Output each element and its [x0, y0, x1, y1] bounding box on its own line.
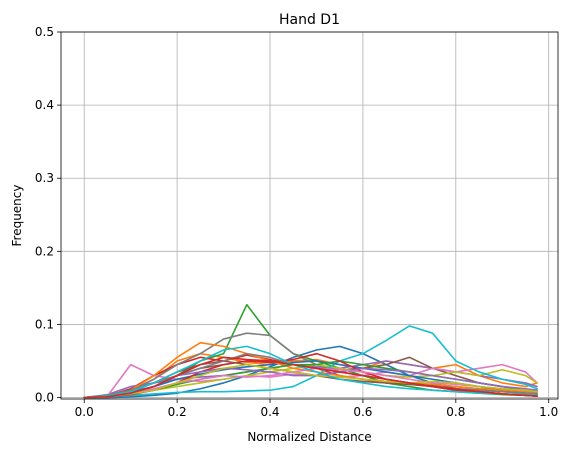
x-axis-label: Normalized Distance — [247, 430, 371, 444]
x-tick-label: 0.6 — [353, 405, 372, 419]
series-line-2 — [83, 352, 538, 399]
axes-frame — [60, 31, 559, 400]
y-axis-label: Frequency — [10, 185, 24, 247]
series-line-20 — [83, 345, 538, 399]
x-axis-ticks: 0.0 0.2 0.4 0.6 0.8 1.0 — [75, 399, 558, 419]
x-gridlines — [83, 32, 550, 399]
x-tick-label: 0.0 — [75, 405, 94, 419]
y-tick-label: 0.3 — [35, 171, 54, 185]
x-tick-label: 0.4 — [260, 405, 279, 419]
x-tick-label: 1.0 — [539, 405, 558, 419]
y-tick-label: 0.4 — [35, 98, 54, 112]
series-line-21 — [83, 356, 538, 399]
plot-area — [61, 32, 558, 399]
y-axis-ticks: 0.0 0.1 0.2 0.3 0.4 0.5 — [35, 25, 61, 405]
series-layer — [83, 303, 538, 399]
y-tick-label: 0.2 — [35, 244, 54, 258]
chart-title: Hand D1 — [279, 12, 340, 28]
y-tick-label: 0.0 — [35, 391, 54, 405]
series-line-19 — [83, 363, 538, 399]
x-tick-label: 0.2 — [168, 405, 187, 419]
x-tick-label: 0.8 — [446, 405, 465, 419]
y-tick-label: 0.1 — [35, 317, 54, 331]
y-tick-label: 0.5 — [35, 25, 54, 39]
